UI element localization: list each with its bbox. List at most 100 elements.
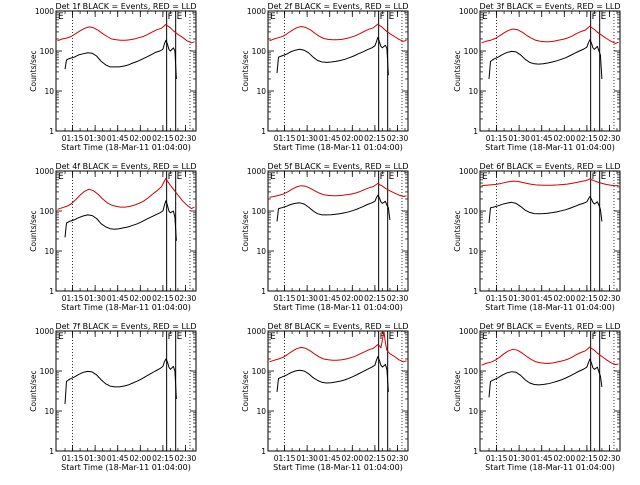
panel-title: Det 8f BLACK = Events, RED = LLD <box>267 322 408 331</box>
y-tick-label: 1000 <box>247 167 266 176</box>
y-tick-label: 1 <box>49 127 54 136</box>
flag-label: E <box>482 332 488 342</box>
x-tick-label: 01:15 <box>62 294 84 303</box>
flag-label: F <box>592 12 597 22</box>
x-axis-label: Start Time (18-Mar-11 01:04:00) <box>273 463 403 472</box>
lld-series-line <box>481 25 619 44</box>
panel-title: Det 7f BLACK = Events, RED = LLD <box>55 322 196 331</box>
x-axis-label: Start Time (18-Mar-11 01:04:00) <box>61 463 191 472</box>
x-tick-label: 02:30 <box>599 294 621 303</box>
y-tick-label: 100 <box>252 207 267 216</box>
x-axis-label: Start Time (18-Mar-11 01:04:00) <box>485 303 615 312</box>
y-tick-label: 100 <box>252 47 267 56</box>
y-axis-label: Counts/sec <box>453 370 462 411</box>
y-tick-label: 1000 <box>35 167 54 176</box>
x-tick-label: 02:00 <box>553 134 575 143</box>
flag-label: E <box>482 172 488 182</box>
x-tick-label: 02:15 <box>152 294 174 303</box>
events-series-line <box>276 36 389 76</box>
x-tick-label: 02:15 <box>152 134 174 143</box>
lld-series-line <box>269 330 407 363</box>
x-tick-label: 01:45 <box>319 134 341 143</box>
x-tick-label: 01:15 <box>274 294 296 303</box>
x-tick-label: 01:45 <box>531 294 553 303</box>
plot-frame <box>479 330 621 452</box>
x-tick-label: 01:15 <box>274 454 296 463</box>
y-tick-label: 10 <box>256 247 266 256</box>
y-axis-label: Counts/sec <box>453 210 462 251</box>
x-tick-label: 01:30 <box>84 454 106 463</box>
y-axis-label: Counts/sec <box>29 210 38 251</box>
x-tick-label: 01:30 <box>508 134 530 143</box>
flag-label: E <box>389 332 395 342</box>
flag-label: E <box>177 12 183 22</box>
y-tick-label: 10 <box>256 407 266 416</box>
y-tick-label: 1000 <box>459 327 478 336</box>
x-tick-label: 02:00 <box>341 134 363 143</box>
x-tick-label: 02:15 <box>576 134 598 143</box>
y-tick-label: 1000 <box>247 7 266 16</box>
x-tick-label: 02:00 <box>553 454 575 463</box>
x-tick-label: 01:15 <box>62 454 84 463</box>
panel-title: Det 6f BLACK = Events, RED = LLD <box>479 162 620 171</box>
events-series-line <box>64 200 177 241</box>
x-tick-label: 01:45 <box>531 454 553 463</box>
x-tick-label: 02:30 <box>387 134 409 143</box>
y-tick-label: 1 <box>49 287 54 296</box>
x-tick-label: 01:30 <box>84 134 106 143</box>
x-tick-label: 02:00 <box>553 294 575 303</box>
flag-label: F <box>592 172 597 182</box>
y-axis-label: Counts/sec <box>29 50 38 91</box>
y-tick-label: 100 <box>40 367 55 376</box>
events-series-line <box>488 39 603 80</box>
flag-label: E <box>270 332 276 342</box>
y-tick-label: 10 <box>468 247 478 256</box>
plot-frame <box>479 170 621 292</box>
y-tick-label: 100 <box>40 47 55 56</box>
x-axis-label: Start Time (18-Mar-11 01:04:00) <box>61 143 191 152</box>
plot-frame <box>55 170 197 292</box>
plot-frame <box>55 10 197 132</box>
x-tick-label: 01:15 <box>486 454 508 463</box>
flag-label: F <box>168 332 173 342</box>
y-tick-label: 1 <box>261 447 266 456</box>
x-tick-label: 02:15 <box>364 454 386 463</box>
lld-series-line <box>269 182 407 198</box>
x-axis-label: Start Time (18-Mar-11 01:04:00) <box>61 303 191 312</box>
x-tick-label: 02:30 <box>599 134 621 143</box>
y-axis-label: Counts/sec <box>241 370 250 411</box>
y-tick-label: 1 <box>473 447 478 456</box>
y-tick-label: 10 <box>256 87 266 96</box>
x-tick-label: 02:15 <box>576 294 598 303</box>
x-tick-label: 02:00 <box>129 294 151 303</box>
x-tick-label: 02:15 <box>152 454 174 463</box>
lld-series-line <box>57 24 195 44</box>
flag-label: F <box>592 332 597 342</box>
flag-label: E <box>270 172 276 182</box>
flag-label: E <box>601 172 607 182</box>
y-tick-label: 1000 <box>35 7 54 16</box>
x-tick-label: 01:45 <box>319 294 341 303</box>
x-tick-label: 01:30 <box>84 294 106 303</box>
x-tick-label: 02:15 <box>364 134 386 143</box>
x-tick-label: 02:30 <box>599 454 621 463</box>
flag-label: F <box>380 12 385 22</box>
flag-label: F <box>380 332 385 342</box>
y-axis-label: Counts/sec <box>241 50 250 91</box>
x-tick-label: 02:30 <box>387 454 409 463</box>
x-tick-label: 01:45 <box>107 294 129 303</box>
x-tick-label: 02:00 <box>129 134 151 143</box>
flag-label: E <box>58 332 64 342</box>
y-tick-label: 100 <box>464 207 479 216</box>
flag-label: E <box>58 12 64 22</box>
x-tick-label: 01:30 <box>508 294 530 303</box>
y-tick-label: 100 <box>40 207 55 216</box>
flag-label: F <box>168 172 173 182</box>
x-tick-label: 01:30 <box>296 294 318 303</box>
y-tick-label: 1 <box>261 127 266 136</box>
y-tick-label: 1000 <box>35 327 54 336</box>
y-tick-label: 10 <box>44 247 54 256</box>
y-tick-label: 100 <box>464 367 479 376</box>
